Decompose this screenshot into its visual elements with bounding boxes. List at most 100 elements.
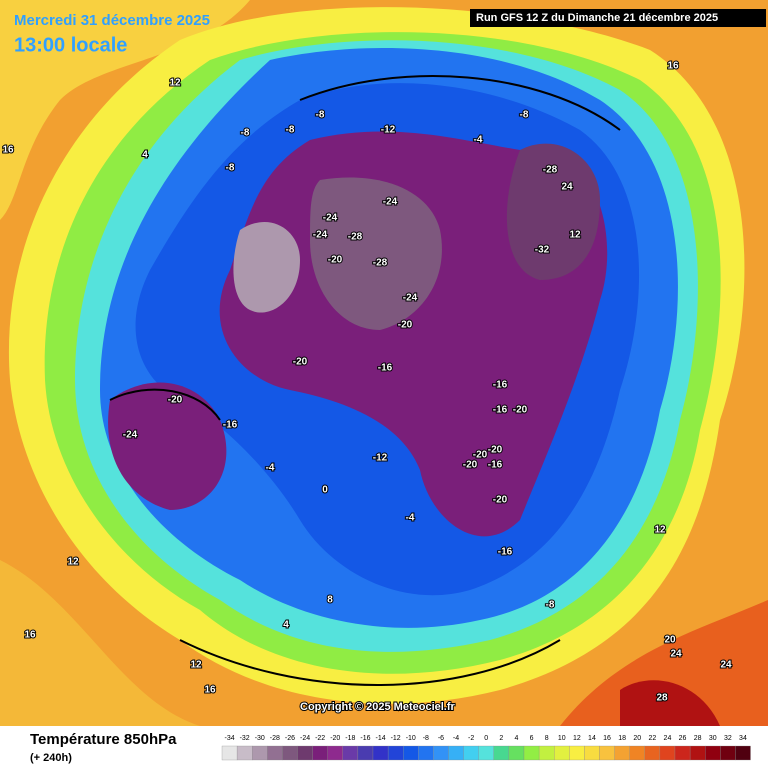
contour-label: 24 <box>720 660 732 671</box>
contour-label: 12 <box>169 78 181 89</box>
colorbar-tick-label: -22 <box>315 735 325 742</box>
colorbar-tick-label: 28 <box>694 735 702 742</box>
warm-zone <box>0 560 200 726</box>
contour-label: -28 <box>373 258 388 269</box>
colorbar-tick-label: 8 <box>545 735 549 742</box>
contour-label: -28 <box>348 232 363 243</box>
contour-label: -8 <box>546 600 555 611</box>
contour-label: -24 <box>123 430 138 441</box>
colorbar-tick-label: -28 <box>270 735 280 742</box>
contour-label: -24 <box>313 230 328 241</box>
contour-label: -32 <box>535 245 550 256</box>
colorbar-cell <box>297 745 313 761</box>
colorbar-cell <box>569 745 585 761</box>
colorbar-cell <box>221 745 238 761</box>
colorbar-cell <box>644 745 661 761</box>
run-info: Run GFS 12 Z du Dimanche 21 décembre 202… <box>476 12 718 24</box>
contour-label: 16 <box>204 685 216 696</box>
contour-label: -16 <box>498 547 513 558</box>
colorbar-cell <box>599 745 615 761</box>
colorbar-cell <box>584 745 600 761</box>
contour-label: -16 <box>493 405 508 416</box>
contour-label: 0 <box>322 485 328 496</box>
colorbar-cell <box>523 745 540 761</box>
contour-label: 4 <box>283 620 289 631</box>
colorbar-cell <box>418 745 434 761</box>
contour-label: -20 <box>513 405 528 416</box>
colorbar-tick-label: 34 <box>739 735 747 742</box>
colorbar-cell <box>448 745 464 761</box>
copyright: Copyright © 2025 Meteociel.fr <box>300 701 456 713</box>
contour-label: -8 <box>520 110 529 121</box>
colorbar-tick-label: -16 <box>360 735 370 742</box>
colorbar-cell <box>538 745 555 761</box>
colorbar-cell <box>252 745 268 761</box>
colorbar-cell <box>659 745 676 761</box>
colorbar-tick-label: 14 <box>588 735 596 742</box>
run-banner <box>470 9 766 27</box>
contour-label: 20 <box>664 635 676 646</box>
valid-time: 13:00 locale <box>14 34 127 56</box>
contour-label: -8 <box>316 110 325 121</box>
colorbar-tick-label: 0 <box>484 735 488 742</box>
colorbar-tick-label: -26 <box>285 735 295 742</box>
colorbar-tick-label: -24 <box>300 735 310 742</box>
contour-label: 28 <box>656 693 668 704</box>
colorbar-tick-label: 22 <box>648 735 656 742</box>
colorbar-tick-label: -12 <box>391 735 401 742</box>
contour-label: -8 <box>226 163 235 174</box>
valid-date: Mercredi 31 décembre 2025 <box>14 12 210 29</box>
contour-label: 24 <box>670 649 682 660</box>
colorbar-tick-label: -18 <box>345 735 355 742</box>
contour-label: -20 <box>463 460 478 471</box>
contour-label: 16 <box>24 630 36 641</box>
colorbar-tick-label: 18 <box>618 735 626 742</box>
contour-label: 16 <box>667 61 679 72</box>
contour-label: -4 <box>266 463 275 474</box>
colorbar-tick-label: 20 <box>633 735 641 742</box>
colorbar-tick-label: 16 <box>603 735 611 742</box>
colorbar-cell <box>689 745 706 761</box>
colorbar-cell <box>478 745 494 761</box>
colorbar-cell <box>282 745 298 761</box>
colorbar-cell <box>387 745 404 761</box>
colorbar-tick-label: 32 <box>724 735 732 742</box>
footer-title: Température 850hPa <box>30 731 177 748</box>
contour-label: -28 <box>543 165 558 176</box>
colorbar-cell <box>312 745 328 761</box>
contour-label: -20 <box>398 320 413 331</box>
colorbar-tick-label: -14 <box>375 735 385 742</box>
contour-label: 4 <box>142 150 148 161</box>
colorbar-cell <box>705 745 721 761</box>
colorbar-tick-label: 10 <box>558 735 566 742</box>
contour-label: -24 <box>403 293 418 304</box>
colorbar-cell <box>267 745 283 761</box>
contour-label: 8 <box>327 595 333 606</box>
contour-label: -20 <box>293 357 308 368</box>
contour-label: -16 <box>488 460 503 471</box>
colorbar-tick-label: 30 <box>709 735 717 742</box>
colorbar-cell <box>403 745 419 761</box>
colorbar-cell <box>372 745 389 761</box>
zone-minus-24 <box>506 143 600 280</box>
warm-zone <box>0 0 250 220</box>
colorbar-tick-label: -4 <box>453 735 459 742</box>
contour-label: 12 <box>569 230 581 241</box>
colorbar-tick-label: 4 <box>514 735 518 742</box>
colorbar-tick-label: -6 <box>438 735 444 742</box>
colorbar-tick-label: 26 <box>679 735 687 742</box>
zone-minus-26 <box>310 177 442 330</box>
warm-zone <box>560 600 768 726</box>
colorbar-tick-label: -30 <box>255 735 265 742</box>
colorbar-cell <box>614 745 630 761</box>
contour-label: 24 <box>561 182 573 193</box>
contour-label: -4 <box>406 513 415 524</box>
contour-label: -20 <box>488 445 503 456</box>
colorbar-cell <box>674 745 691 761</box>
colorbar-tick-label: 12 <box>573 735 581 742</box>
colorbar-cell <box>463 745 479 761</box>
contour-label: -16 <box>223 420 238 431</box>
contour-label: -12 <box>373 453 388 464</box>
zone-minus-30 <box>233 221 300 313</box>
colorbar-tick-label: -10 <box>406 735 416 742</box>
